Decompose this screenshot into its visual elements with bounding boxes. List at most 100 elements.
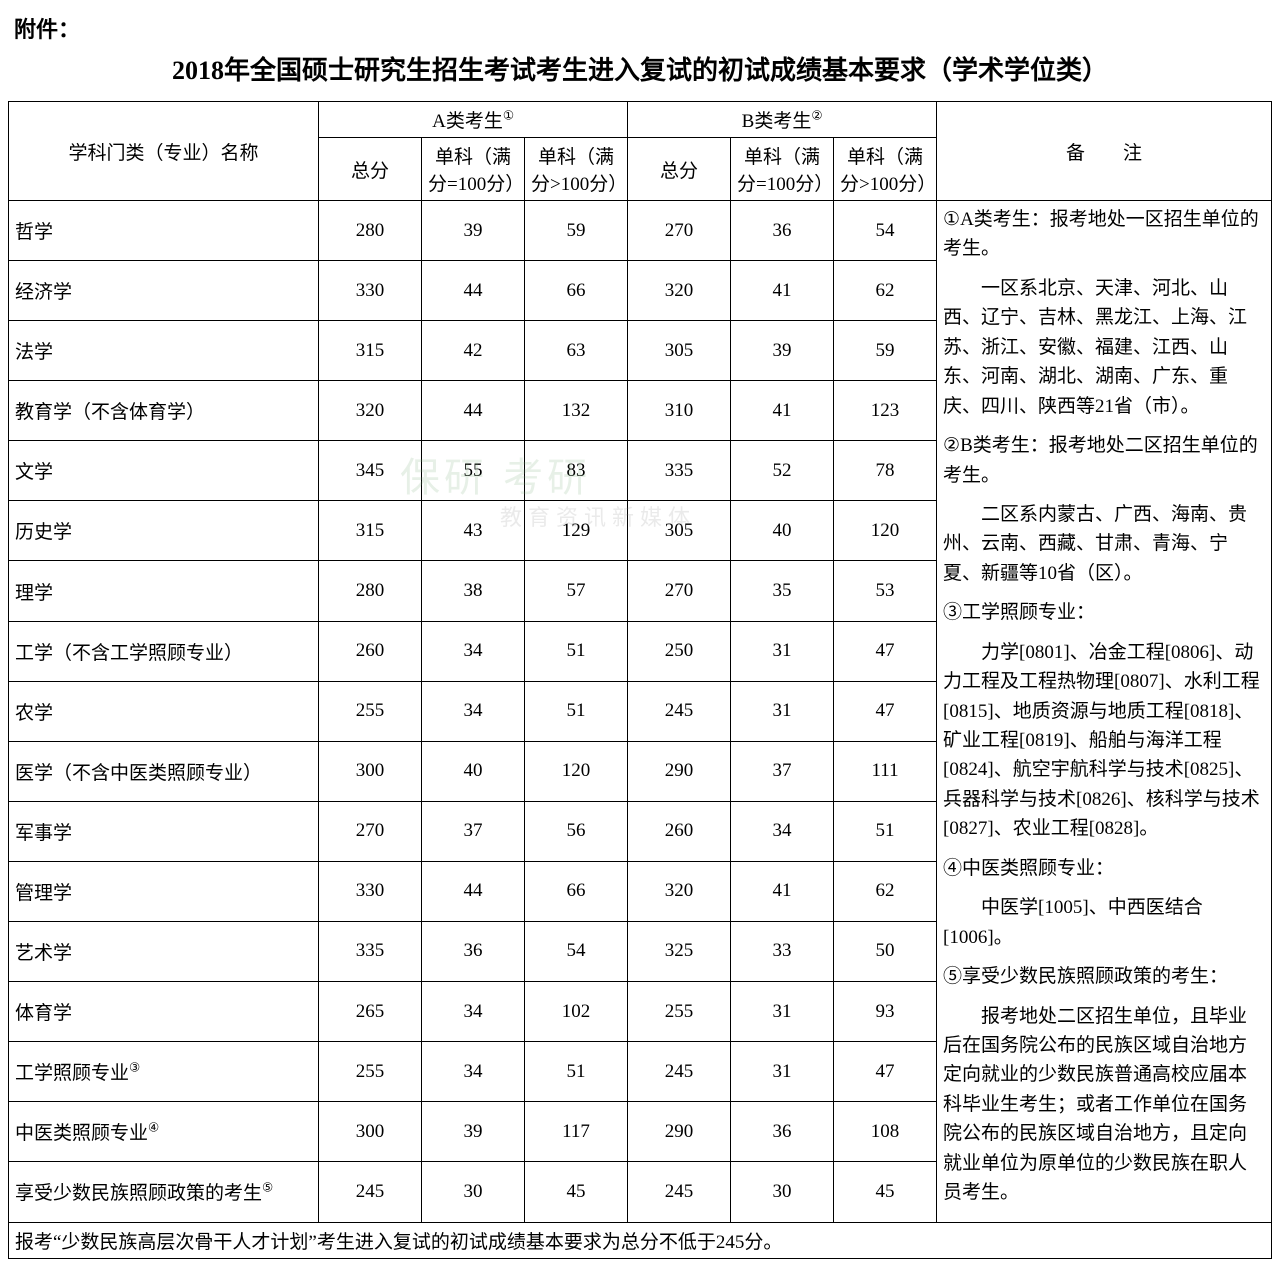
subject-cell: 工学（不含工学照顾专业） <box>9 621 319 681</box>
score-cell: 34 <box>731 801 834 861</box>
score-cell: 310 <box>628 381 731 441</box>
score-cell: 102 <box>525 982 628 1042</box>
th-notes: 备 注 <box>937 102 1272 201</box>
score-cell: 335 <box>628 441 731 501</box>
row-sup: ⑤ <box>262 1181 273 1195</box>
subject-cell: 哲学 <box>9 201 319 261</box>
th-subject: 学科门类（专业）名称 <box>9 102 319 201</box>
score-cell: 37 <box>731 741 834 801</box>
score-cell: 45 <box>525 1162 628 1222</box>
score-cell: 36 <box>731 1102 834 1162</box>
score-cell: 255 <box>319 1042 422 1102</box>
score-cell: 44 <box>422 261 525 321</box>
th-b-sgt100: 单科（满分>100分） <box>834 138 937 201</box>
th-b-s100: 单科（满分=100分） <box>731 138 834 201</box>
row-sup: ④ <box>148 1121 159 1135</box>
th-group-b-label: B类考生 <box>742 111 812 132</box>
score-cell: 250 <box>628 621 731 681</box>
sup-b: ② <box>811 109 822 123</box>
score-cell: 290 <box>628 1102 731 1162</box>
subject-cell: 艺术学 <box>9 921 319 981</box>
score-cell: 45 <box>834 1162 937 1222</box>
score-cell: 255 <box>628 982 731 1042</box>
score-cell: 270 <box>628 201 731 261</box>
th-group-b: B类考生② <box>628 102 937 138</box>
th-a-total: 总分 <box>319 138 422 201</box>
page-title: 2018年全国硕士研究生招生考试考生进入复试的初试成绩基本要求（学术学位类） <box>8 50 1272 87</box>
score-cell: 54 <box>525 921 628 981</box>
table-body: 哲学28039592703654①A类考生：报考地处一区招生单位的考生。一区系北… <box>9 201 1272 1223</box>
score-cell: 305 <box>628 321 731 381</box>
score-cell: 41 <box>731 381 834 441</box>
notes-cell: ①A类考生：报考地处一区招生单位的考生。一区系北京、天津、河北、山西、辽宁、吉林… <box>937 201 1272 1223</box>
score-cell: 245 <box>319 1162 422 1222</box>
score-cell: 51 <box>525 621 628 681</box>
th-group-a: A类考生① <box>319 102 628 138</box>
score-cell: 108 <box>834 1102 937 1162</box>
subject-cell: 文学 <box>9 441 319 501</box>
score-cell: 31 <box>731 621 834 681</box>
subject-cell: 经济学 <box>9 261 319 321</box>
footer-row: 报考“少数民族高层次骨干人才计划”考生进入复试的初试成绩基本要求为总分不低于24… <box>9 1222 1272 1258</box>
score-cell: 55 <box>422 441 525 501</box>
score-cell: 50 <box>834 921 937 981</box>
score-cell: 123 <box>834 381 937 441</box>
score-cell: 63 <box>525 321 628 381</box>
score-cell: 34 <box>422 982 525 1042</box>
score-cell: 83 <box>525 441 628 501</box>
score-cell: 305 <box>628 501 731 561</box>
score-cell: 245 <box>628 1042 731 1102</box>
th-group-a-label: A类考生 <box>432 111 503 132</box>
score-cell: 34 <box>422 681 525 741</box>
score-cell: 335 <box>319 921 422 981</box>
score-cell: 34 <box>422 621 525 681</box>
score-table: 学科门类（专业）名称 A类考生① B类考生② 备 注 总分 单科（满分=100分… <box>8 101 1272 1259</box>
th-b-total: 总分 <box>628 138 731 201</box>
subject-cell: 中医类照顾专业④ <box>9 1102 319 1162</box>
score-cell: 132 <box>525 381 628 441</box>
score-cell: 78 <box>834 441 937 501</box>
score-cell: 320 <box>319 381 422 441</box>
sup-a: ① <box>503 109 514 123</box>
score-cell: 280 <box>319 561 422 621</box>
score-cell: 270 <box>628 561 731 621</box>
table-header: 学科门类（专业）名称 A类考生① B类考生② 备 注 总分 单科（满分=100分… <box>9 102 1272 201</box>
score-cell: 265 <box>319 982 422 1042</box>
score-cell: 62 <box>834 261 937 321</box>
score-cell: 66 <box>525 861 628 921</box>
score-cell: 59 <box>834 321 937 381</box>
score-cell: 53 <box>834 561 937 621</box>
subject-cell: 理学 <box>9 561 319 621</box>
score-cell: 39 <box>422 201 525 261</box>
attachment-label: 附件： <box>14 12 1272 44</box>
score-cell: 33 <box>731 921 834 981</box>
score-cell: 57 <box>525 561 628 621</box>
score-cell: 325 <box>628 921 731 981</box>
footer-cell: 报考“少数民族高层次骨干人才计划”考生进入复试的初试成绩基本要求为总分不低于24… <box>9 1222 1272 1258</box>
score-cell: 41 <box>731 261 834 321</box>
score-cell: 260 <box>628 801 731 861</box>
score-cell: 36 <box>422 921 525 981</box>
score-cell: 280 <box>319 201 422 261</box>
score-cell: 38 <box>422 561 525 621</box>
subject-cell: 军事学 <box>9 801 319 861</box>
score-cell: 43 <box>422 501 525 561</box>
score-cell: 320 <box>628 261 731 321</box>
score-cell: 260 <box>319 621 422 681</box>
th-a-s100: 单科（满分=100分） <box>422 138 525 201</box>
score-cell: 51 <box>525 1042 628 1102</box>
score-cell: 35 <box>731 561 834 621</box>
score-cell: 245 <box>628 1162 731 1222</box>
score-cell: 255 <box>319 681 422 741</box>
score-cell: 31 <box>731 1042 834 1102</box>
subject-cell: 享受少数民族照顾政策的考生⑤ <box>9 1162 319 1222</box>
score-cell: 34 <box>422 1042 525 1102</box>
score-cell: 245 <box>628 681 731 741</box>
score-cell: 31 <box>731 982 834 1042</box>
score-cell: 51 <box>525 681 628 741</box>
score-cell: 120 <box>525 741 628 801</box>
score-cell: 44 <box>422 861 525 921</box>
score-cell: 41 <box>731 861 834 921</box>
score-cell: 270 <box>319 801 422 861</box>
row-sup: ③ <box>129 1061 140 1075</box>
